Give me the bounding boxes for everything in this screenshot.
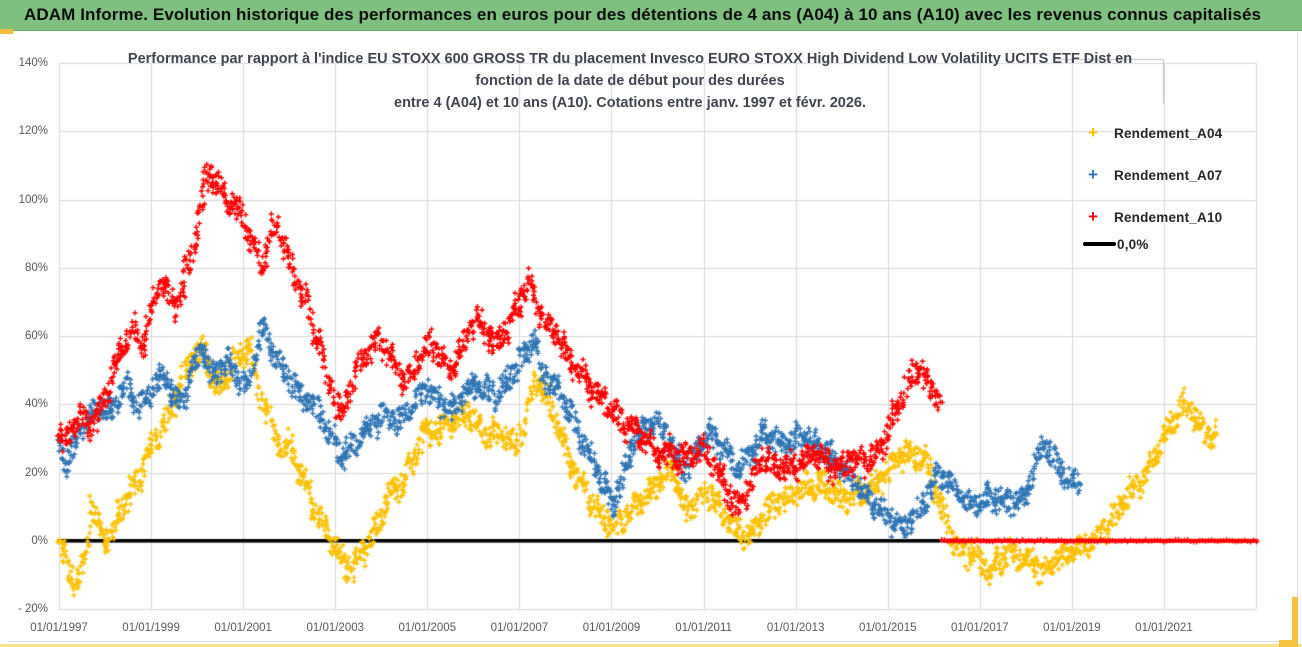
legend-label: Rendement_A07 <box>1114 167 1223 183</box>
x-tick-label: 01/01/2019 <box>1043 622 1101 634</box>
chart-title: Performance par rapport à l'indice EU ST… <box>90 48 1170 114</box>
x-tick-label: 01/01/2017 <box>951 622 1009 634</box>
x-tick-label: 01/01/2003 <box>306 622 365 634</box>
y-tick-label: 40% <box>24 398 48 411</box>
y-tick-label: 140% <box>18 57 48 70</box>
legend-item-Rendement_A07[interactable]: + Rendement_A07 <box>1083 166 1222 184</box>
y-tick-label: 80% <box>24 261 48 274</box>
legend-item-Rendement_A10[interactable]: + Rendement_A10 <box>1083 208 1222 226</box>
legend-label: Rendement_A04 <box>1114 125 1223 141</box>
chart-frame-right-border <box>1297 32 1298 642</box>
y-tick-label: 100% <box>18 193 48 206</box>
sheet-title-banner: ADAM Informe. Evolution historique des p… <box>0 0 1302 31</box>
sheet-title-text: ADAM Informe. Evolution historique des p… <box>24 5 1262 24</box>
y-tick-label: 120% <box>18 125 48 138</box>
chart-title-line-3: entre 4 (A04) et 10 ans (A10). Cotations… <box>394 95 866 111</box>
x-tick-label: 01/01/1999 <box>122 622 180 634</box>
gold-cell-accent-bottom <box>0 644 1302 647</box>
x-tick-label: 01/01/2011 <box>675 622 732 634</box>
x-tick-label: 01/01/2009 <box>582 622 641 634</box>
legend-item-zero-line[interactable]: 0,0% <box>1083 235 1149 253</box>
plus-marker-icon: + <box>1088 165 1098 184</box>
legend-item-Rendement_A04[interactable]: + Rendement_A04 <box>1083 124 1222 142</box>
chart-frame-bottom-border <box>8 641 1298 642</box>
gold-cell-accent-right <box>1292 597 1298 647</box>
x-tick-label: 01/01/1997 <box>30 622 88 634</box>
chart-title-line-1: Performance par rapport à l'indice EU ST… <box>127 51 1133 67</box>
x-tick-label: 01/01/2005 <box>398 622 457 634</box>
legend-label: Rendement_A10 <box>1114 209 1223 225</box>
y-tick-label: - 20% <box>17 603 48 616</box>
chart-title-line-2: fonction de la date de début pour des du… <box>475 73 785 89</box>
y-tick-label: 0% <box>31 534 48 547</box>
x-tick-label: 01/01/2007 <box>490 622 549 634</box>
x-tick-label: 01/01/2001 <box>214 622 272 634</box>
plus-marker-icon: + <box>1088 123 1098 142</box>
y-tick-label: 60% <box>24 330 48 343</box>
x-tick-label: 01/01/2015 <box>858 622 917 634</box>
plus-marker-icon: + <box>1088 207 1098 226</box>
zero-line-swatch-icon <box>1083 242 1116 246</box>
legend-label: 0,0% <box>1117 236 1149 252</box>
x-tick-label: 01/01/2013 <box>766 622 825 634</box>
y-tick-label: 20% <box>24 466 48 479</box>
gold-cell-accent-top-left <box>0 29 13 34</box>
x-tick-label: 01/01/2021 <box>1135 622 1193 634</box>
gold-cell-accent-bottom-right <box>1279 640 1298 647</box>
